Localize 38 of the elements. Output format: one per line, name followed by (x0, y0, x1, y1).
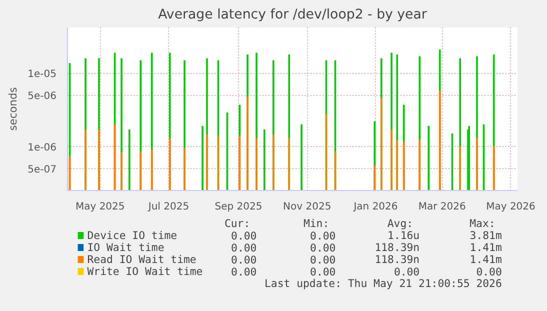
text: 0.00 (394, 266, 420, 278)
y-tick-label: 5e-07 (28, 164, 57, 176)
text: 0.00 (310, 242, 336, 254)
text: 0.00 (231, 254, 257, 266)
legend-label: Write IO Wait time (87, 265, 203, 278)
text: 0.00 (231, 242, 257, 254)
x-tick-label: May 2025 (75, 202, 125, 212)
text: 0.00 (310, 266, 336, 278)
x-tick-label: Jan 2026 (352, 202, 398, 212)
text: 0.00 (310, 230, 336, 242)
chart-title: Average latency for /dev/loop2 - by year (158, 8, 428, 22)
text: 0.00 (310, 254, 336, 266)
text: Cur: (224, 217, 250, 230)
text: 0.00 (231, 230, 257, 242)
text: 0.00 (476, 266, 502, 278)
y-tick-label: 1e-05 (28, 69, 57, 80)
text: 0.00 (231, 266, 257, 278)
text: Avg: (387, 217, 414, 230)
x-tick-label: Mar 2026 (418, 202, 466, 212)
legend-label: Read IO Wait time (87, 253, 196, 266)
text: 1.41m (470, 253, 502, 266)
x-tick-label: Sep 2025 (214, 202, 262, 212)
text: Min: (303, 217, 330, 230)
text: 118.39n (374, 253, 420, 266)
text: Last update: Thu May 21 21:00:55 2026 (264, 277, 502, 290)
x-tick-label: Nov 2025 (283, 202, 332, 212)
x-tick-label: Jul 2025 (147, 202, 190, 212)
text: 118.39n (374, 241, 420, 254)
y-tick-label: 5e-06 (28, 91, 57, 102)
y-tick-label: 1e-06 (28, 142, 57, 154)
y-axis-title: seconds (6, 86, 20, 131)
text: Max: (470, 217, 496, 230)
legend-label: Device IO time (87, 229, 178, 242)
text: 1.16u (388, 229, 420, 242)
text: 1.41m (470, 241, 502, 254)
x-tick-label: May 2026 (486, 202, 536, 212)
text: 3.81m (470, 229, 502, 242)
legend-label: IO Wait time (87, 241, 164, 254)
